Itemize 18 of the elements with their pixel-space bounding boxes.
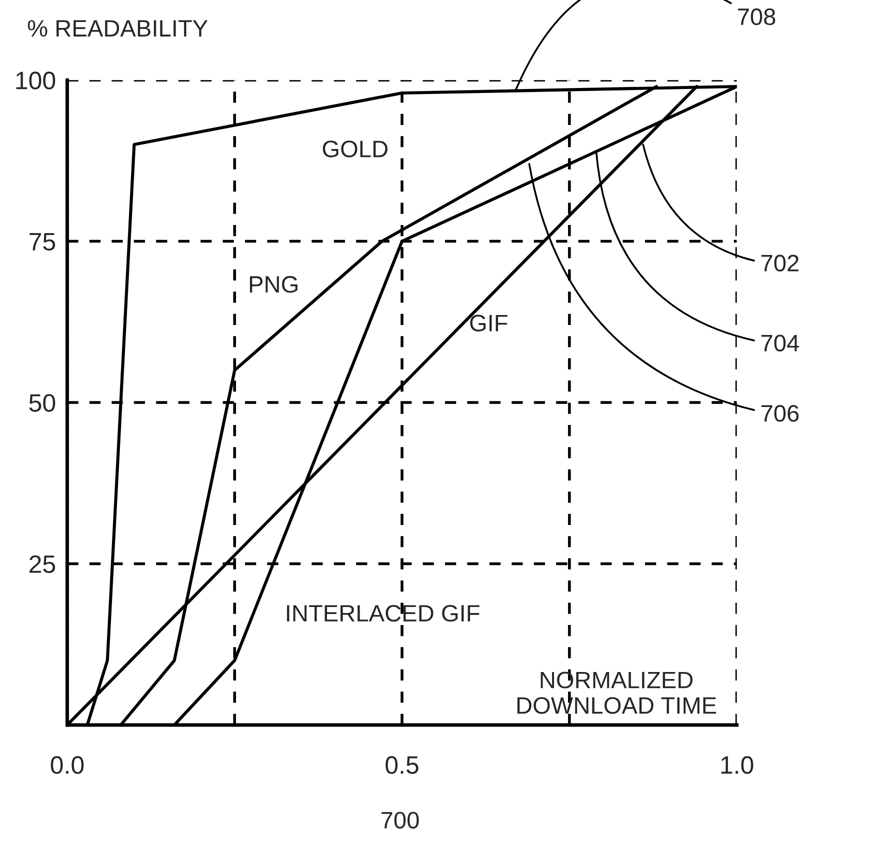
series-label: GOLD	[322, 140, 388, 158]
y-axis-title: % READABILITY	[28, 20, 208, 37]
series-label: GIF	[470, 314, 508, 332]
annotation: 708	[738, 8, 776, 26]
annotation: 702	[761, 254, 798, 272]
series-label: PNG	[250, 276, 298, 293]
y-tick-label: 50	[29, 394, 56, 412]
x-tick-label: 0.0	[50, 756, 84, 774]
x-tick-label: 1.0	[721, 756, 754, 774]
text: 700	[382, 812, 419, 829]
y-tick-label: 25	[30, 555, 56, 574]
y-tick-label: 100	[16, 72, 56, 90]
annotation: 704	[761, 334, 799, 352]
annotation: 706	[761, 405, 799, 422]
x-tick-label: 0.5	[386, 756, 418, 774]
x-axis-title: NORMALIZED DOWNLOAD TIME	[517, 672, 716, 714]
series-label: INTERLACED GIF	[287, 604, 480, 622]
y-tick-label: 75	[30, 233, 56, 251]
